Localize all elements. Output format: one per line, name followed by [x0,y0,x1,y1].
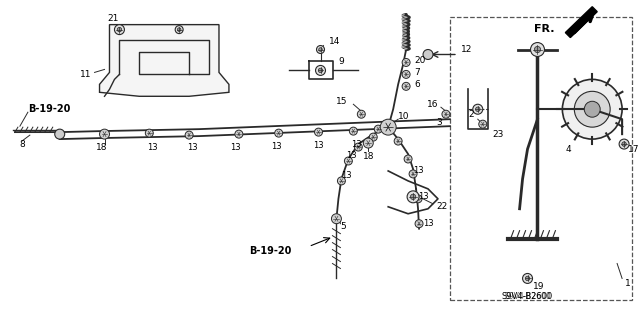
Circle shape [185,131,193,139]
Circle shape [414,195,422,203]
Text: 13: 13 [313,141,324,150]
Circle shape [319,48,323,51]
Text: 17: 17 [628,145,639,153]
Circle shape [584,101,600,117]
Text: 5: 5 [340,222,346,231]
Circle shape [369,133,377,141]
Circle shape [380,119,396,135]
Circle shape [407,191,419,203]
Circle shape [364,138,373,148]
Text: 18: 18 [362,152,374,160]
Circle shape [235,130,243,138]
Text: 4: 4 [565,145,571,153]
Text: 13: 13 [230,143,241,152]
Text: 11: 11 [80,70,92,79]
Circle shape [314,128,323,136]
Circle shape [402,82,410,90]
Text: 13: 13 [423,219,434,228]
Polygon shape [100,25,229,96]
Circle shape [415,220,423,228]
Circle shape [409,170,417,178]
Text: 18: 18 [96,143,108,152]
Text: 20: 20 [414,56,426,65]
Circle shape [619,139,629,149]
Circle shape [357,110,365,118]
Circle shape [404,155,412,163]
Circle shape [316,65,326,75]
Circle shape [523,273,532,283]
Circle shape [115,25,124,34]
Text: 1: 1 [625,279,631,288]
Circle shape [355,143,362,151]
Circle shape [410,194,416,199]
Circle shape [563,79,622,139]
Circle shape [479,120,487,128]
Text: 10: 10 [398,112,410,121]
Text: FR.: FR. [534,24,554,33]
Circle shape [317,46,324,54]
Circle shape [402,70,410,78]
Circle shape [275,129,283,137]
Circle shape [394,137,402,145]
Text: 14: 14 [328,37,340,46]
Circle shape [145,129,154,137]
Text: 7: 7 [414,68,420,77]
Circle shape [100,129,109,139]
Circle shape [574,91,610,127]
Text: 12: 12 [461,45,472,54]
Circle shape [473,104,483,114]
Circle shape [476,107,480,111]
Circle shape [318,68,323,73]
Text: B-19-20: B-19-20 [28,104,70,114]
Circle shape [55,129,65,139]
Text: B-19-20: B-19-20 [249,246,291,256]
Text: 13: 13 [351,140,362,149]
Text: 16: 16 [426,100,438,109]
Text: 13: 13 [346,151,357,160]
Circle shape [337,177,346,185]
Text: S9V4-B2600: S9V4-B2600 [502,292,553,301]
Circle shape [531,42,545,56]
Circle shape [622,142,627,146]
Text: 23: 23 [493,130,504,139]
Circle shape [381,120,395,134]
Text: 22: 22 [436,202,447,211]
Text: 8: 8 [19,140,25,149]
Text: 6: 6 [414,80,420,89]
Polygon shape [565,7,597,38]
Text: 13: 13 [147,143,158,152]
Circle shape [402,58,410,66]
Circle shape [344,157,353,165]
Circle shape [332,214,341,224]
Text: 9: 9 [339,57,344,66]
Circle shape [175,26,183,33]
Text: 13: 13 [271,142,282,151]
Circle shape [349,127,357,135]
Circle shape [534,46,541,53]
Circle shape [177,28,181,31]
Text: 15: 15 [336,97,348,106]
Text: 19: 19 [532,282,544,291]
Circle shape [423,49,433,59]
Text: 13: 13 [413,167,424,175]
Circle shape [525,276,530,281]
Text: S9V4-B2600: S9V4-B2600 [504,292,551,301]
Text: 13: 13 [418,192,429,201]
Circle shape [117,27,122,32]
Bar [450,17,632,300]
Text: 2: 2 [468,110,474,119]
Text: 21: 21 [108,14,119,23]
Text: 13: 13 [341,171,352,181]
Text: 13: 13 [187,143,198,152]
Text: 3: 3 [436,118,442,127]
Circle shape [374,125,382,133]
Circle shape [442,110,450,118]
